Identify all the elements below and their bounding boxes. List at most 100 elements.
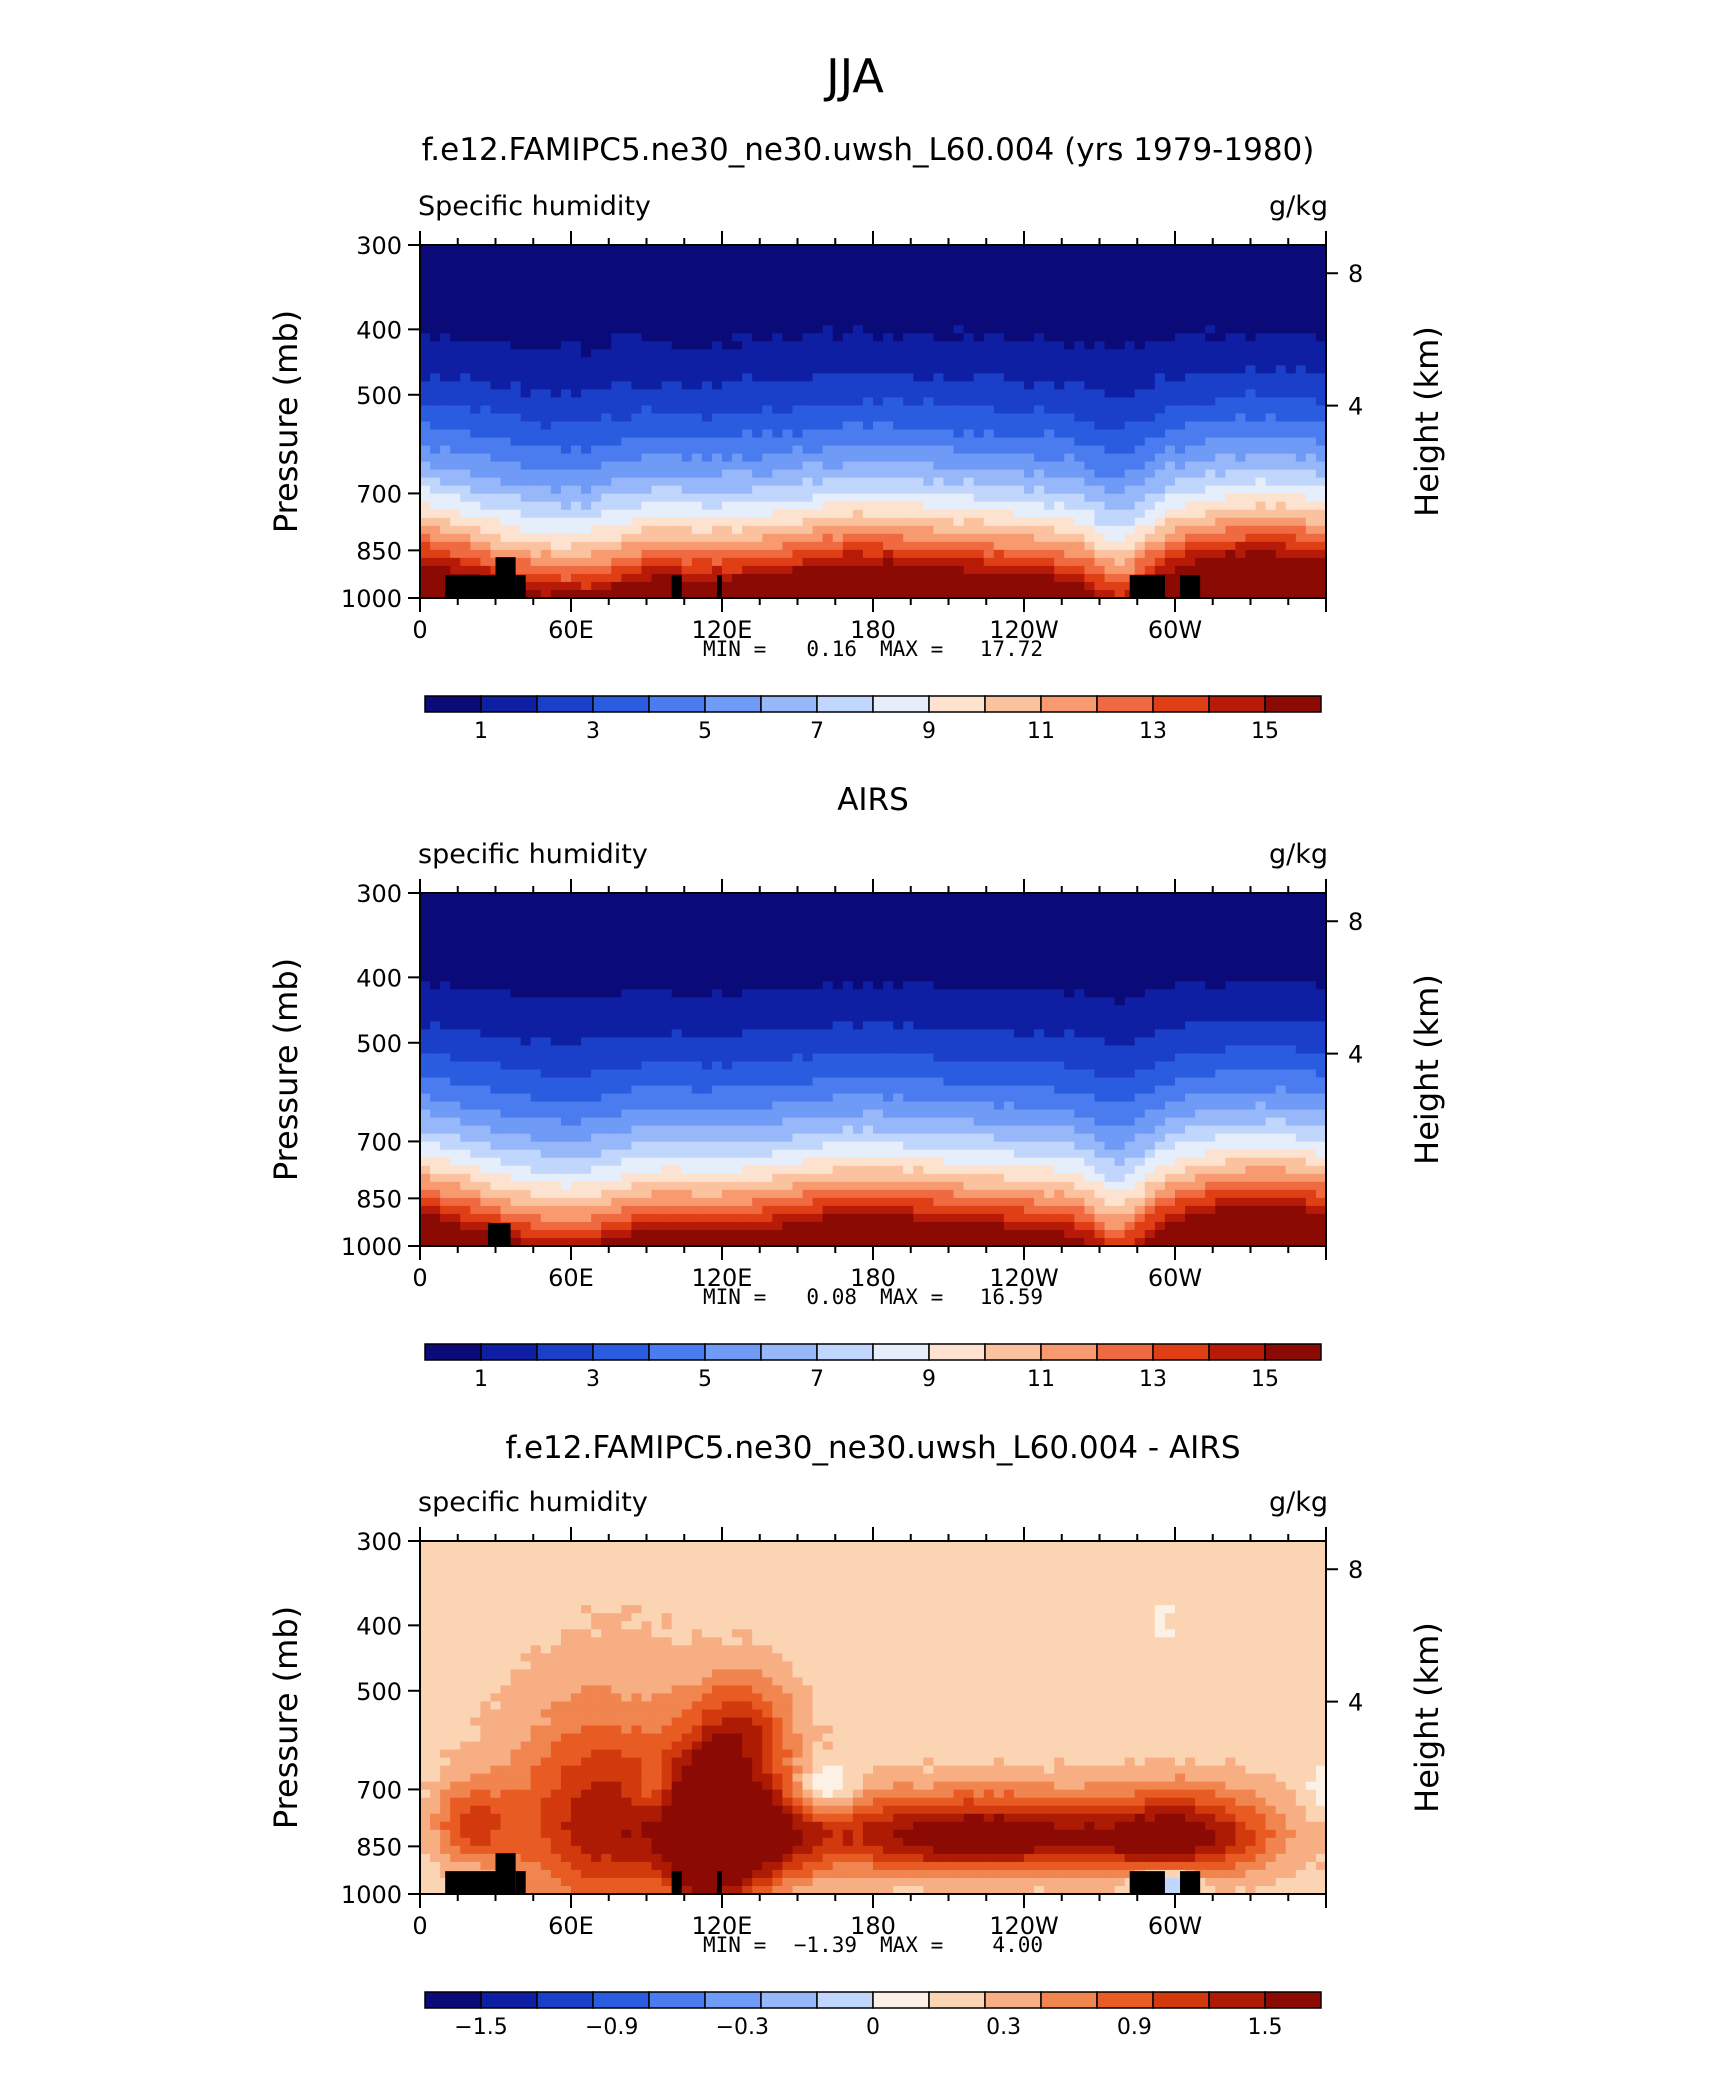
heatmap-cell bbox=[430, 981, 441, 990]
heatmap-cell bbox=[611, 397, 622, 407]
heatmap-cell bbox=[611, 901, 622, 910]
heatmap-cell bbox=[621, 1173, 632, 1183]
heatmap-cell bbox=[742, 301, 753, 310]
heatmap-cell bbox=[802, 301, 814, 310]
heatmap-cell bbox=[822, 533, 834, 543]
heatmap-cell bbox=[983, 293, 995, 302]
heatmap-cell bbox=[1305, 493, 1317, 503]
heatmap-cell bbox=[460, 477, 471, 487]
heatmap-cell bbox=[430, 1197, 441, 1207]
heatmap-cell bbox=[430, 1093, 441, 1103]
heatmap-cell bbox=[560, 541, 572, 551]
heatmap-cell bbox=[480, 1021, 492, 1030]
heatmap-cell bbox=[520, 1165, 532, 1175]
heatmap-cell bbox=[953, 397, 965, 407]
heatmap-cell bbox=[470, 549, 481, 559]
heatmap-cell bbox=[983, 477, 995, 487]
heatmap-cell bbox=[1285, 261, 1297, 270]
heatmap-cell bbox=[1285, 533, 1297, 543]
heatmap-cell bbox=[611, 261, 622, 270]
heatmap-cell bbox=[862, 285, 874, 294]
heatmap-cell bbox=[722, 397, 733, 407]
heatmap-cell bbox=[1185, 325, 1196, 334]
heatmap-cell bbox=[782, 541, 794, 551]
heatmap-cell bbox=[500, 341, 512, 350]
heatmap-cell bbox=[923, 437, 934, 447]
heatmap-cell bbox=[1275, 573, 1287, 583]
heatmap-cell bbox=[1024, 261, 1035, 270]
heatmap-cell bbox=[621, 1149, 632, 1159]
heatmap-cell bbox=[560, 1101, 572, 1111]
heatmap-cell bbox=[1205, 573, 1216, 583]
heatmap-cell bbox=[470, 917, 481, 926]
heatmap-cell bbox=[1104, 565, 1116, 575]
heatmap-cell bbox=[651, 341, 663, 350]
heatmap-cell bbox=[742, 277, 753, 286]
heatmap-cell bbox=[420, 349, 431, 358]
heatmap-cell bbox=[1094, 421, 1106, 431]
heatmap-cell bbox=[510, 421, 522, 431]
heatmap-cell bbox=[963, 413, 975, 423]
heatmap-cell bbox=[993, 461, 1005, 471]
heatmap-cell bbox=[510, 1157, 522, 1167]
heatmap-cell bbox=[732, 429, 743, 439]
heatmap-cell bbox=[631, 589, 643, 599]
heatmap-cell bbox=[1084, 325, 1096, 334]
heatmap-cell bbox=[500, 373, 512, 382]
heatmap-cell bbox=[1054, 461, 1065, 471]
heatmap-cell bbox=[601, 941, 612, 950]
heatmap-cell bbox=[822, 349, 834, 358]
heatmap-cell bbox=[1255, 549, 1267, 559]
heatmap-cell bbox=[611, 341, 622, 350]
heatmap-cell bbox=[661, 589, 673, 599]
heatmap-cell bbox=[420, 485, 431, 495]
heatmap-cell bbox=[1265, 533, 1277, 543]
heatmap-cell bbox=[550, 1125, 562, 1135]
heatmap-cell bbox=[691, 533, 703, 543]
heatmap-cell bbox=[1034, 501, 1045, 511]
heatmap-cell bbox=[933, 365, 945, 374]
heatmap-cell bbox=[1265, 525, 1277, 535]
heatmap-cell bbox=[832, 589, 844, 599]
heatmap-cell bbox=[490, 429, 502, 439]
heatmap-cell bbox=[571, 565, 582, 575]
heatmap-cell bbox=[450, 965, 461, 974]
heatmap-cell bbox=[782, 317, 794, 326]
heatmap-cell bbox=[450, 1077, 461, 1087]
heatmap-cell bbox=[440, 501, 451, 511]
heatmap-cell bbox=[1215, 493, 1226, 503]
heatmap-cell bbox=[963, 501, 975, 511]
heatmap-cell bbox=[983, 365, 995, 374]
heatmap-cell bbox=[530, 1061, 542, 1071]
heatmap-cell bbox=[540, 325, 552, 334]
heatmap-cell bbox=[1013, 453, 1025, 463]
heatmap-cell bbox=[591, 957, 602, 966]
heatmap-cell bbox=[1295, 485, 1307, 495]
heatmap-cell bbox=[1185, 293, 1196, 302]
heatmap-cell bbox=[1235, 293, 1247, 302]
heatmap-cell bbox=[581, 501, 592, 511]
heatmap-cell bbox=[1295, 509, 1307, 519]
heatmap-cell bbox=[862, 509, 874, 519]
heatmap-cell bbox=[732, 437, 743, 447]
heatmap-cell bbox=[611, 445, 622, 455]
heatmap-cell bbox=[701, 461, 713, 471]
heatmap-cell bbox=[782, 261, 794, 270]
heatmap-cell bbox=[581, 1109, 592, 1119]
heatmap-cell bbox=[1195, 565, 1206, 575]
heatmap-cell bbox=[490, 413, 502, 423]
heatmap-cell bbox=[1114, 269, 1126, 278]
heatmap-cell bbox=[520, 589, 532, 599]
heatmap-cell bbox=[812, 525, 824, 535]
heatmap-cell bbox=[530, 1181, 542, 1191]
heatmap-cell bbox=[440, 941, 451, 950]
heatmap-cell bbox=[782, 269, 794, 278]
heatmap-cell bbox=[470, 517, 481, 527]
heatmap-cell bbox=[1265, 357, 1277, 366]
heatmap-cell bbox=[510, 1037, 522, 1047]
heatmap-cell bbox=[560, 421, 572, 431]
heatmap-cell bbox=[510, 517, 522, 527]
heatmap-cell bbox=[1024, 573, 1035, 583]
heatmap-cell bbox=[963, 573, 975, 583]
heatmap-cell bbox=[1094, 413, 1106, 423]
